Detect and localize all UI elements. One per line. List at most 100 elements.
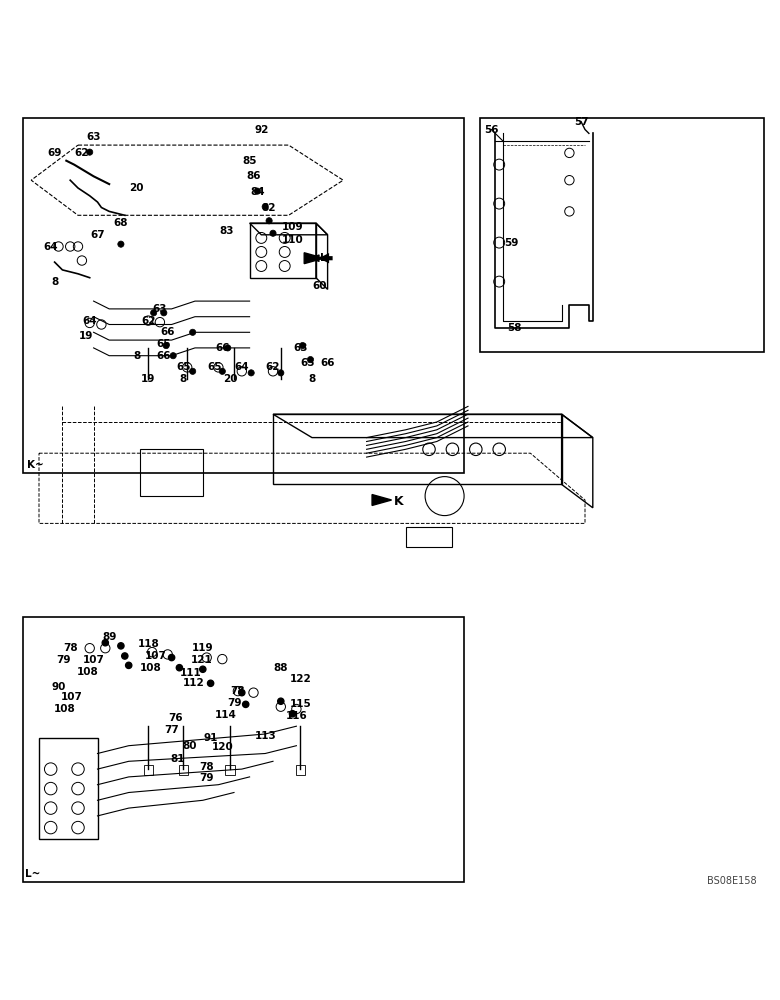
Circle shape [200,666,206,672]
Text: 64: 64 [83,316,97,326]
Text: 59: 59 [504,238,518,248]
Circle shape [278,370,284,376]
Text: 107: 107 [61,692,83,702]
Text: 107: 107 [83,655,105,665]
Text: 63: 63 [293,343,307,353]
Text: 115: 115 [289,699,311,709]
Text: 79: 79 [57,655,71,665]
Circle shape [126,662,132,668]
Circle shape [207,680,214,686]
Circle shape [122,653,128,659]
Circle shape [87,149,93,155]
Circle shape [307,356,314,363]
Text: BS08E158: BS08E158 [707,876,757,886]
Circle shape [102,640,108,646]
Circle shape [118,643,124,649]
Text: 8: 8 [179,374,187,384]
Text: 69: 69 [48,148,62,158]
Text: 107: 107 [145,651,167,661]
Circle shape [219,368,225,374]
Bar [144,765,153,775]
Text: 80: 80 [183,741,197,751]
Text: 19: 19 [79,331,93,341]
Text: 66: 66 [157,351,171,361]
Bar [140,449,203,496]
Text: K~: K~ [27,460,44,470]
Text: 120: 120 [211,742,233,752]
Bar [296,765,305,775]
Circle shape [190,329,196,335]
Text: 84: 84 [250,187,264,197]
Circle shape [225,345,231,351]
Text: 89: 89 [102,632,116,642]
Text: 68: 68 [114,218,128,228]
Text: 65: 65 [176,362,190,372]
Text: 60: 60 [313,281,327,291]
Circle shape [118,241,124,247]
Circle shape [190,368,196,374]
Text: 122: 122 [289,674,311,684]
Text: 62: 62 [141,316,155,326]
Text: 62: 62 [266,362,280,372]
Text: 91: 91 [204,733,218,743]
Text: 82: 82 [262,203,276,213]
Text: 108: 108 [54,704,76,714]
Polygon shape [304,253,324,264]
Bar [39,738,98,839]
Text: 78: 78 [63,643,77,653]
Circle shape [161,310,167,316]
Text: 79: 79 [227,698,241,708]
Text: 64: 64 [44,242,58,252]
Text: 56: 56 [484,125,498,135]
Circle shape [266,218,272,224]
Text: 66: 66 [321,359,335,368]
Text: 20: 20 [129,183,144,193]
Text: 65: 65 [157,339,171,349]
Text: 65: 65 [301,359,315,368]
Text: 116: 116 [285,711,307,721]
Text: 108: 108 [140,663,161,673]
Text: 83: 83 [219,226,233,236]
Text: 86: 86 [246,171,261,181]
Text: 63: 63 [153,304,167,314]
Text: 78: 78 [200,762,214,772]
Text: 77: 77 [165,725,179,735]
Circle shape [168,654,175,661]
Text: 62: 62 [75,148,89,158]
Text: 76: 76 [168,713,183,723]
Text: 108: 108 [77,667,99,677]
Text: 8: 8 [133,351,140,361]
Bar [480,118,764,352]
Text: L~: L~ [25,869,41,879]
Circle shape [248,370,254,376]
Polygon shape [372,495,392,505]
Text: 64: 64 [235,362,249,372]
Text: 121: 121 [190,655,212,665]
Bar [23,118,464,473]
Text: 90: 90 [51,682,66,692]
Circle shape [270,230,276,236]
Text: L: L [321,253,327,263]
Bar [23,617,464,882]
Text: 112: 112 [183,678,204,688]
Text: 66: 66 [161,327,175,337]
Text: 88: 88 [274,663,288,673]
Text: 109: 109 [282,222,303,232]
Text: 81: 81 [171,754,185,764]
Text: 92: 92 [254,125,268,135]
Circle shape [176,665,183,671]
Circle shape [243,701,249,707]
Text: 20: 20 [223,374,237,384]
Bar [225,765,235,775]
Text: 119: 119 [192,643,214,653]
Text: 78: 78 [231,686,245,696]
Circle shape [300,342,306,349]
Text: 65: 65 [207,362,222,372]
Circle shape [239,690,245,696]
Text: 118: 118 [137,639,159,649]
Text: 79: 79 [200,773,214,783]
Circle shape [289,711,296,717]
Circle shape [170,353,176,359]
Text: 63: 63 [87,132,101,142]
Text: 58: 58 [508,323,522,333]
